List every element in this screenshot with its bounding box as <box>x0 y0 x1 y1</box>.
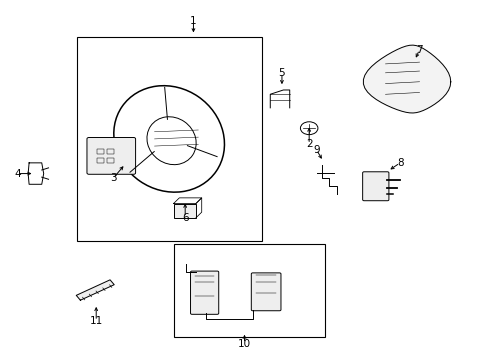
FancyBboxPatch shape <box>362 172 388 201</box>
Polygon shape <box>363 45 450 113</box>
Bar <box>97 158 104 163</box>
Text: 2: 2 <box>305 139 312 149</box>
Polygon shape <box>76 280 114 300</box>
Text: 5: 5 <box>278 68 285 78</box>
Text: 1: 1 <box>190 16 196 26</box>
Bar <box>107 149 114 154</box>
Text: 3: 3 <box>110 173 116 183</box>
Bar <box>97 149 104 154</box>
Text: 11: 11 <box>89 316 102 326</box>
Bar <box>173 203 196 218</box>
FancyBboxPatch shape <box>251 273 281 311</box>
Text: 9: 9 <box>312 145 319 155</box>
Bar <box>77 37 261 241</box>
Text: 10: 10 <box>238 339 250 348</box>
FancyBboxPatch shape <box>87 138 135 174</box>
FancyBboxPatch shape <box>190 271 218 314</box>
Bar <box>174 244 324 337</box>
Text: 8: 8 <box>396 158 403 168</box>
Text: 4: 4 <box>14 168 20 179</box>
Bar <box>107 158 114 163</box>
Text: 7: 7 <box>415 45 422 55</box>
Text: 6: 6 <box>182 212 188 222</box>
